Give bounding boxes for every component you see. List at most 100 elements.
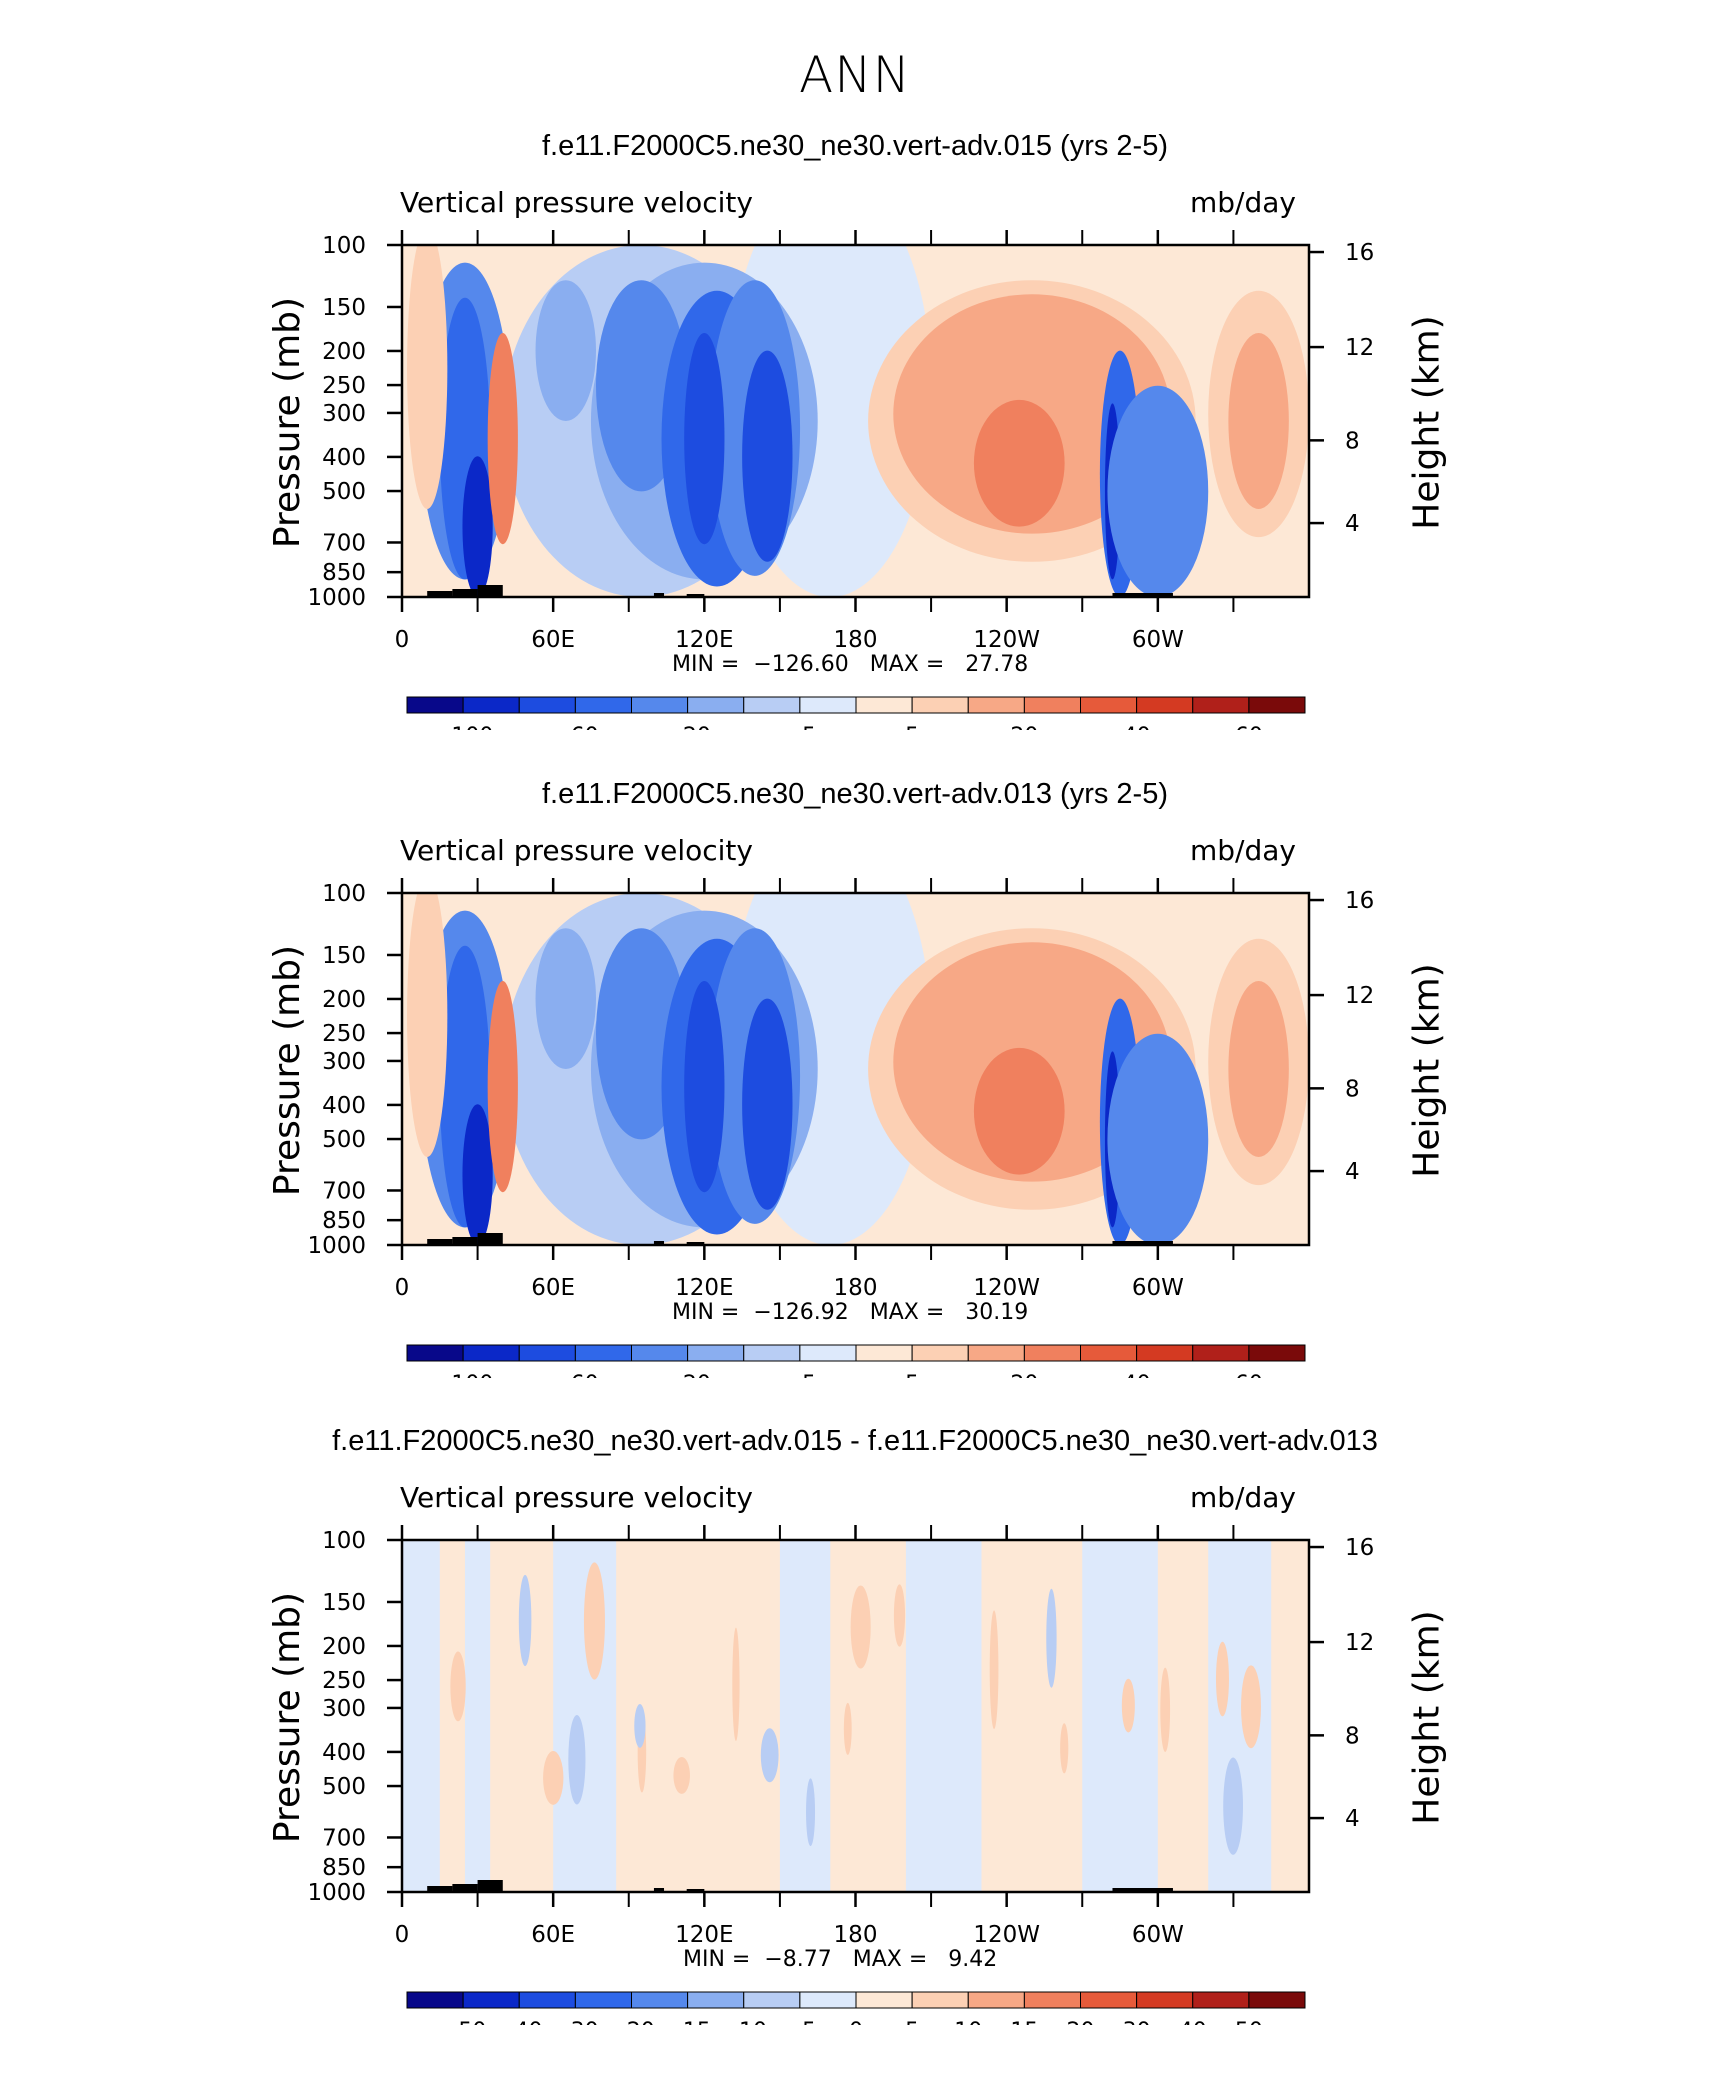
colorbar-box bbox=[1192, 1344, 1250, 1362]
topography-mask bbox=[477, 1233, 503, 1245]
x-tick-label: 120E bbox=[675, 1922, 733, 1948]
panel-title: f.e11.F2000C5.ne30_ne30.vert-adv.013 (yr… bbox=[541, 778, 1169, 810]
colorbar-label: 60 bbox=[1235, 1372, 1263, 1378]
contour-region bbox=[462, 1104, 493, 1245]
y-tick-label: 400 bbox=[322, 1740, 366, 1766]
colorbar-box bbox=[1248, 1991, 1306, 2009]
contour-region bbox=[583, 1562, 605, 1680]
colorbar-box bbox=[911, 696, 969, 714]
heatmap-svg: 0 60E 120E 180 120W 60W1001502002503004005007… bbox=[307, 1525, 1374, 2025]
contour-region bbox=[684, 333, 725, 545]
y-tick-label: 700 bbox=[322, 1178, 366, 1204]
topography-mask bbox=[1112, 1888, 1173, 1892]
y-tick-label: 250 bbox=[322, 1668, 366, 1694]
colorbar-label: 10 bbox=[954, 2019, 982, 2025]
min-value: MIN = −126.92 bbox=[672, 1300, 870, 1325]
colorbar-box bbox=[1248, 696, 1306, 714]
heatmap-svg: 0 60E 120E 180 120W 60W1001502002503004005007… bbox=[307, 878, 1374, 1378]
contour-region bbox=[487, 333, 518, 545]
topography-mask bbox=[477, 585, 503, 597]
topography-mask bbox=[427, 1886, 453, 1892]
y-tick-label: 100 bbox=[322, 881, 366, 907]
colorbar-label: 60 bbox=[1235, 724, 1263, 730]
colorbar-label: −20 bbox=[608, 2019, 654, 2025]
colorbar-box bbox=[462, 1344, 520, 1362]
topography-mask bbox=[686, 1242, 705, 1245]
x-tick-label: 0 bbox=[395, 627, 410, 653]
contour-region bbox=[779, 1540, 831, 1892]
topography-mask bbox=[427, 1239, 453, 1245]
x-tick-label: 60W bbox=[1132, 627, 1184, 653]
x-tick-label: 180 bbox=[834, 627, 878, 653]
y-tick-label: 250 bbox=[322, 373, 366, 399]
y-tick-label: 850 bbox=[322, 1855, 366, 1881]
x-tick-label: 60W bbox=[1132, 1275, 1184, 1301]
colorbar-label: −50 bbox=[440, 2019, 486, 2025]
y-tick-label: 850 bbox=[322, 1208, 366, 1234]
contour-region bbox=[535, 280, 596, 421]
variable-label: Vertical pressure velocity bbox=[400, 1481, 753, 1514]
x-tick-label: 120W bbox=[973, 1275, 1040, 1301]
colorbar-box bbox=[1023, 1344, 1081, 1362]
topography-mask bbox=[1112, 1241, 1173, 1245]
topography-mask bbox=[686, 594, 705, 597]
colorbar-box bbox=[911, 1344, 969, 1362]
topography-mask bbox=[452, 1237, 478, 1245]
colorbar-label: −60 bbox=[552, 1372, 598, 1378]
y-tick-label: 300 bbox=[322, 1696, 366, 1722]
contour-region bbox=[462, 456, 493, 597]
x-tick-label: 60E bbox=[531, 1275, 575, 1301]
colorbar-box bbox=[406, 1344, 464, 1362]
contour-region bbox=[1060, 1723, 1069, 1774]
x-tick-label: 0 bbox=[395, 1922, 410, 1948]
colorbar-label: −30 bbox=[552, 2019, 598, 2025]
y-right-tick-label: 4 bbox=[1345, 1159, 1360, 1185]
colorbar-label: −20 bbox=[664, 724, 710, 730]
y-right-tick-label: 4 bbox=[1345, 1806, 1360, 1832]
contour-region bbox=[1241, 1665, 1261, 1749]
y-tick-label: 1000 bbox=[307, 1880, 366, 1906]
contour-region bbox=[1107, 385, 1209, 597]
max-value: MAX = 27.78 bbox=[869, 652, 1029, 677]
colorbar-box bbox=[743, 1344, 801, 1362]
colorbar-box bbox=[631, 1991, 689, 2009]
contour-region bbox=[989, 1610, 999, 1730]
colorbar-box bbox=[462, 696, 520, 714]
contour-region bbox=[673, 1756, 690, 1794]
colorbar-box bbox=[1080, 1344, 1138, 1362]
colorbar-box bbox=[574, 1344, 632, 1362]
colorbar-label: 5 bbox=[905, 2019, 919, 2025]
colorbar-label: −15 bbox=[664, 2019, 710, 2025]
contour-region bbox=[518, 1574, 532, 1667]
colorbar-box bbox=[967, 1344, 1025, 1362]
contour-region bbox=[407, 893, 448, 1157]
chart-panel-3: f.e11.F2000C5.ne30_ne30.vert-adv.015 - f… bbox=[0, 1425, 1710, 2025]
contour-region bbox=[732, 1627, 740, 1742]
colorbar-label: −100 bbox=[433, 1372, 493, 1378]
colorbar-label: 20 bbox=[1010, 1372, 1038, 1378]
colorbar-label: 40 bbox=[1179, 2019, 1207, 2025]
colorbar-box bbox=[406, 1991, 464, 2009]
topography-mask bbox=[686, 1889, 705, 1892]
units-label: mb/day bbox=[1190, 834, 1296, 867]
variable-label: Vertical pressure velocity bbox=[400, 834, 753, 867]
contour-region bbox=[1215, 1641, 1229, 1717]
y-tick-label: 500 bbox=[322, 1127, 366, 1153]
y-tick-label: 1000 bbox=[307, 585, 366, 611]
y-tick-label: 200 bbox=[322, 987, 366, 1013]
variable-label: Vertical pressure velocity bbox=[400, 186, 753, 219]
y-tick-label: 700 bbox=[322, 530, 366, 556]
y-tick-label: 150 bbox=[322, 1590, 366, 1616]
colorbar-box bbox=[799, 696, 857, 714]
topography-mask bbox=[653, 1888, 665, 1892]
colorbar-box bbox=[1136, 1991, 1194, 2009]
colorbar-box bbox=[631, 1344, 689, 1362]
y-tick-label: 150 bbox=[322, 943, 366, 969]
colorbar-box bbox=[855, 696, 913, 714]
colorbar-label: −20 bbox=[664, 1372, 710, 1378]
topography-mask bbox=[427, 591, 453, 597]
colorbar-label: −40 bbox=[496, 2019, 542, 2025]
y-tick-label: 250 bbox=[322, 1021, 366, 1047]
max-value: MAX = 30.19 bbox=[869, 1300, 1029, 1325]
min-max-label: MIN = −8.77 MAX = 9.42 bbox=[683, 1947, 997, 1972]
